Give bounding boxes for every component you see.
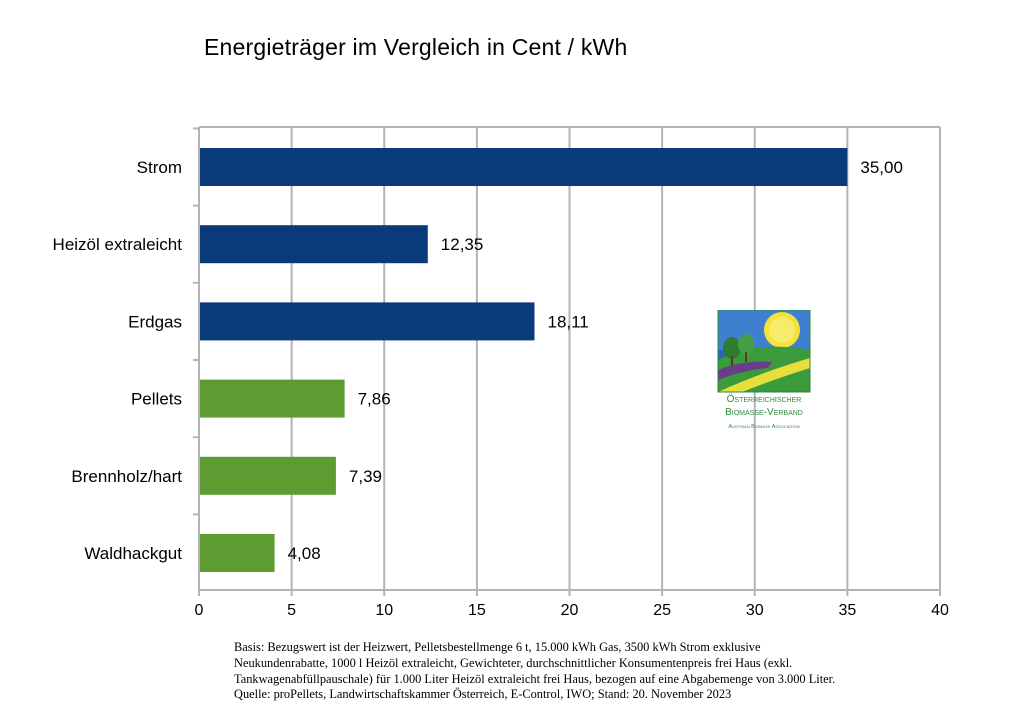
logo-name-line1: Österreichischer	[726, 394, 802, 405]
logo-name-line2: Biomasse-Verband	[725, 407, 803, 418]
biomasse-verband-logo: Österreichischer Biomasse-Verband Austri…	[712, 310, 816, 438]
footnote-line: Basis: Bezugswert ist der Heizwert, Pell…	[234, 640, 761, 654]
chart-title: Energieträger im Vergleich in Cent / kWh	[204, 34, 628, 60]
value-label: 4,08	[288, 544, 321, 563]
x-tick-label: 0	[195, 602, 204, 619]
bar	[200, 456, 336, 495]
category-label: Strom	[137, 158, 182, 177]
x-tick-label: 15	[468, 602, 486, 619]
category-label: Heizöl extraleicht	[53, 235, 183, 254]
value-label: 7,39	[349, 467, 382, 486]
bar	[200, 148, 848, 186]
footnote-line: Quelle: proPellets, Landwirtschaftskamme…	[234, 687, 732, 702]
labels: 0 5 10 15 20 25 30 35 40 Strom 35,00 Heizöl extrale…	[53, 158, 949, 619]
footnote: Basis: Bezugswert ist der Heizwert, Pell…	[234, 640, 994, 703]
x-tick-label: 5	[287, 602, 296, 619]
category-label: Erdgas	[128, 312, 182, 331]
x-tick-label: 20	[561, 602, 579, 619]
footnote-line: Neukundenrabatte, 1000 l Heizöl extralei…	[234, 655, 793, 670]
category-label: Brennholz/hart	[71, 467, 182, 486]
x-tick-label: 30	[746, 602, 764, 619]
value-label: 12,35	[441, 235, 484, 254]
x-tick-label: 35	[838, 602, 856, 619]
logo-tagline: Austrian Biomass Association	[728, 424, 800, 430]
x-tick-label: 10	[375, 602, 393, 619]
bar	[200, 379, 345, 418]
value-label: 7,86	[358, 390, 391, 409]
value-label: 35,00	[860, 158, 903, 177]
value-label: 18,11	[547, 312, 588, 331]
logo-landscape-icon	[717, 310, 811, 393]
bar	[200, 225, 428, 264]
footnote-line: Tankwagenabfüllpauschale) für 1.000 Lite…	[234, 671, 836, 686]
category-label: Pellets	[131, 390, 182, 409]
bar	[200, 534, 275, 572]
x-tick-label: 40	[931, 602, 949, 619]
x-tick-label: 25	[653, 602, 671, 619]
grid-lines	[199, 126, 941, 590]
bars	[200, 148, 848, 572]
category-label: Waldhackgut	[84, 544, 182, 563]
axes	[193, 127, 941, 596]
bar	[200, 302, 535, 341]
